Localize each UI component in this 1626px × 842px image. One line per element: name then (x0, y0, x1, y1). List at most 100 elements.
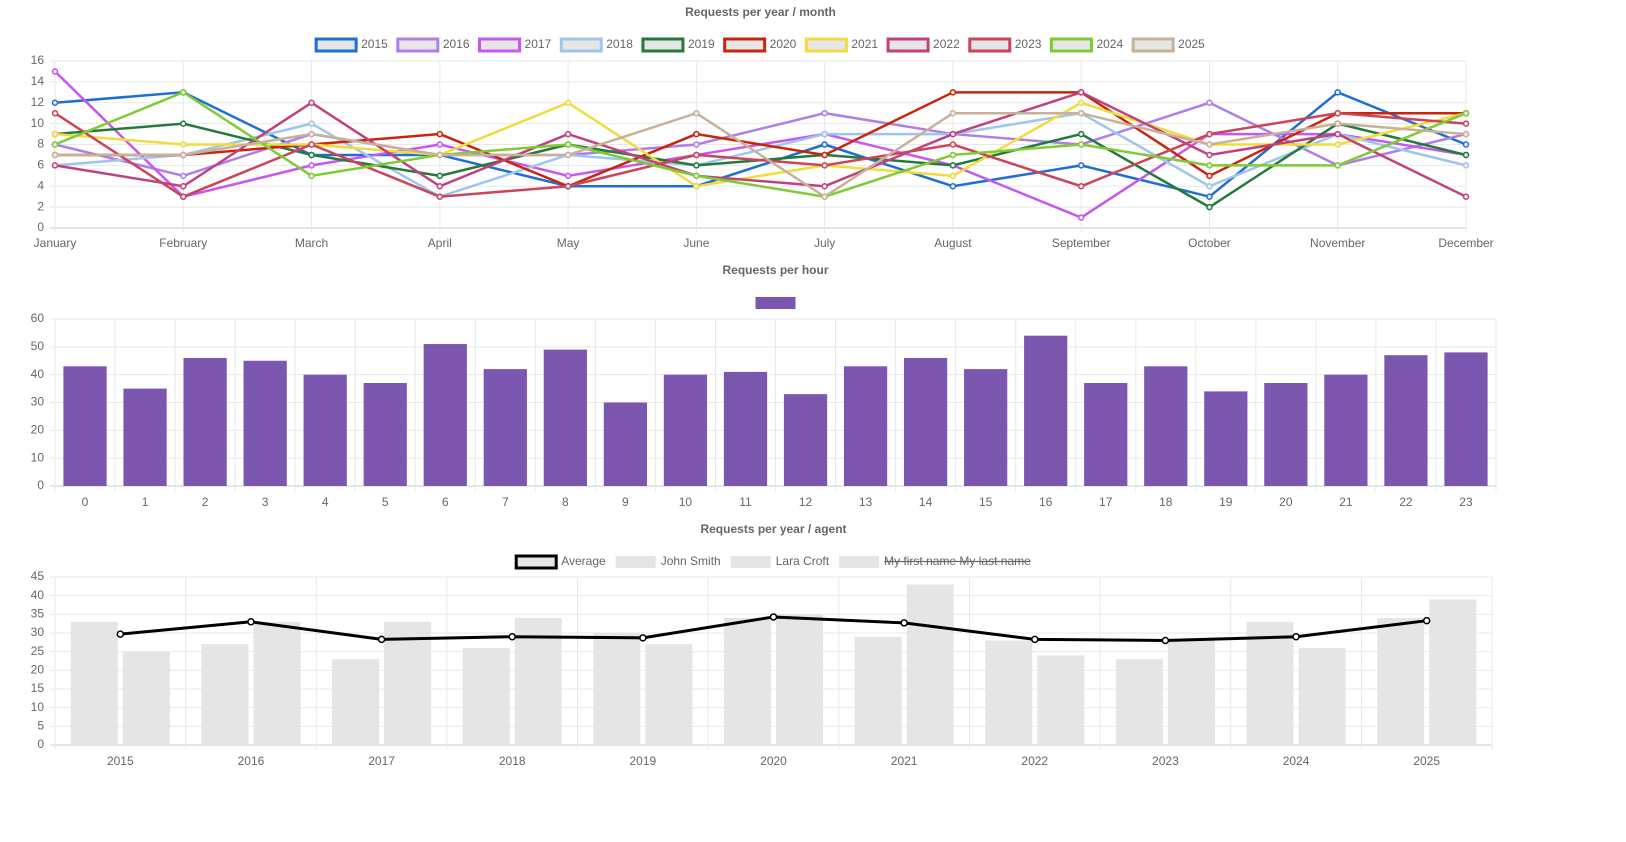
point (1077, 214, 1085, 221)
chart-title: Requests per year / agent (700, 522, 846, 536)
x-tick-label: 2025 (1413, 754, 1440, 768)
chart-title: Requests per year / month (685, 5, 836, 19)
bar (663, 374, 708, 486)
point (821, 130, 828, 138)
x-tick-label: 17 (1099, 495, 1113, 509)
point (693, 183, 700, 190)
point (1334, 89, 1341, 96)
bar (462, 647, 510, 745)
line (55, 91, 1466, 188)
point (1334, 120, 1341, 127)
point (180, 183, 187, 190)
point (949, 183, 957, 190)
point (949, 109, 957, 117)
point (1462, 120, 1470, 127)
y-tick-label: 40 (31, 588, 45, 602)
point (1462, 151, 1470, 159)
y-tick-label: 12 (31, 95, 45, 109)
x-tick-label: 20 (1279, 495, 1293, 509)
point (1077, 109, 1085, 117)
legend-label: 2019 (688, 37, 715, 51)
bar (903, 357, 948, 486)
y-tick-label: 2 (37, 199, 44, 213)
bar (70, 621, 118, 745)
x-tick-label: 6 (442, 495, 449, 509)
y-tick-label: 0 (37, 220, 44, 234)
point (1206, 183, 1213, 190)
y-tick-label: 15 (31, 681, 45, 695)
bar (1084, 383, 1128, 486)
bar (543, 349, 587, 486)
point (1077, 99, 1085, 106)
point (693, 130, 700, 138)
point (1462, 130, 1470, 138)
point (436, 172, 444, 180)
point (1462, 193, 1470, 200)
x-tick-label: 12 (799, 495, 813, 509)
x-tick-label: December (1438, 236, 1493, 250)
y-tick-label: 60 (31, 311, 45, 325)
x-tick-label: 2024 (1283, 754, 1310, 768)
legend: Average John Smith Lara Croft My first name… (514, 554, 1031, 570)
x-tick-label: 4 (322, 495, 329, 509)
bar (384, 621, 432, 745)
point (1206, 130, 1213, 138)
bar (783, 394, 828, 486)
x-tick-label: 22 (1399, 495, 1413, 509)
y-tick-label: 10 (31, 116, 45, 130)
point (693, 141, 700, 148)
point (769, 613, 778, 621)
point (949, 172, 957, 180)
bar (1144, 366, 1188, 486)
bar (843, 366, 888, 486)
legend-swatch (730, 556, 771, 568)
x-tick-label: May (557, 236, 580, 250)
bar (593, 633, 641, 745)
x-tick-label: 2015 (107, 754, 134, 768)
point (247, 618, 255, 626)
point (1206, 151, 1213, 159)
point (949, 130, 957, 138)
point (1206, 99, 1213, 106)
point (639, 634, 647, 642)
y-tick-label: 50 (31, 339, 45, 353)
x-tick-label: 2021 (891, 754, 918, 768)
legend-swatch (615, 556, 656, 568)
line (55, 111, 1467, 199)
point (180, 193, 187, 200)
point (564, 151, 572, 159)
point (1334, 162, 1341, 169)
point (1462, 141, 1470, 148)
x-tick-label: 0 (82, 495, 89, 509)
legend-label: 2017 (525, 37, 552, 51)
bar (483, 369, 527, 486)
point (51, 68, 59, 75)
point (564, 130, 572, 138)
point (693, 172, 700, 180)
bar (363, 383, 407, 486)
legend-label: 2018 (606, 37, 633, 51)
x-tick-label: 11 (739, 495, 752, 509)
legend-swatch (723, 37, 767, 53)
point (1077, 183, 1085, 190)
legend-label: Lara Croft (776, 554, 830, 568)
legend-swatch (1131, 37, 1175, 53)
legend-swatch (514, 554, 558, 570)
y-tick-label: 5 (37, 719, 44, 733)
point (1077, 89, 1085, 96)
point (308, 120, 315, 127)
x-tick-label: November (1310, 236, 1365, 250)
legend-label: 2020 (770, 37, 797, 51)
bar (603, 402, 648, 486)
point (436, 130, 444, 138)
bar (1024, 335, 1068, 486)
point (1292, 632, 1300, 641)
point (821, 193, 828, 200)
legend-label: 2025 (1178, 37, 1205, 51)
bar (776, 614, 824, 745)
legend-swatch (559, 37, 603, 53)
x-tick-label: April (428, 236, 452, 250)
line (54, 111, 1467, 199)
line (54, 101, 1467, 178)
